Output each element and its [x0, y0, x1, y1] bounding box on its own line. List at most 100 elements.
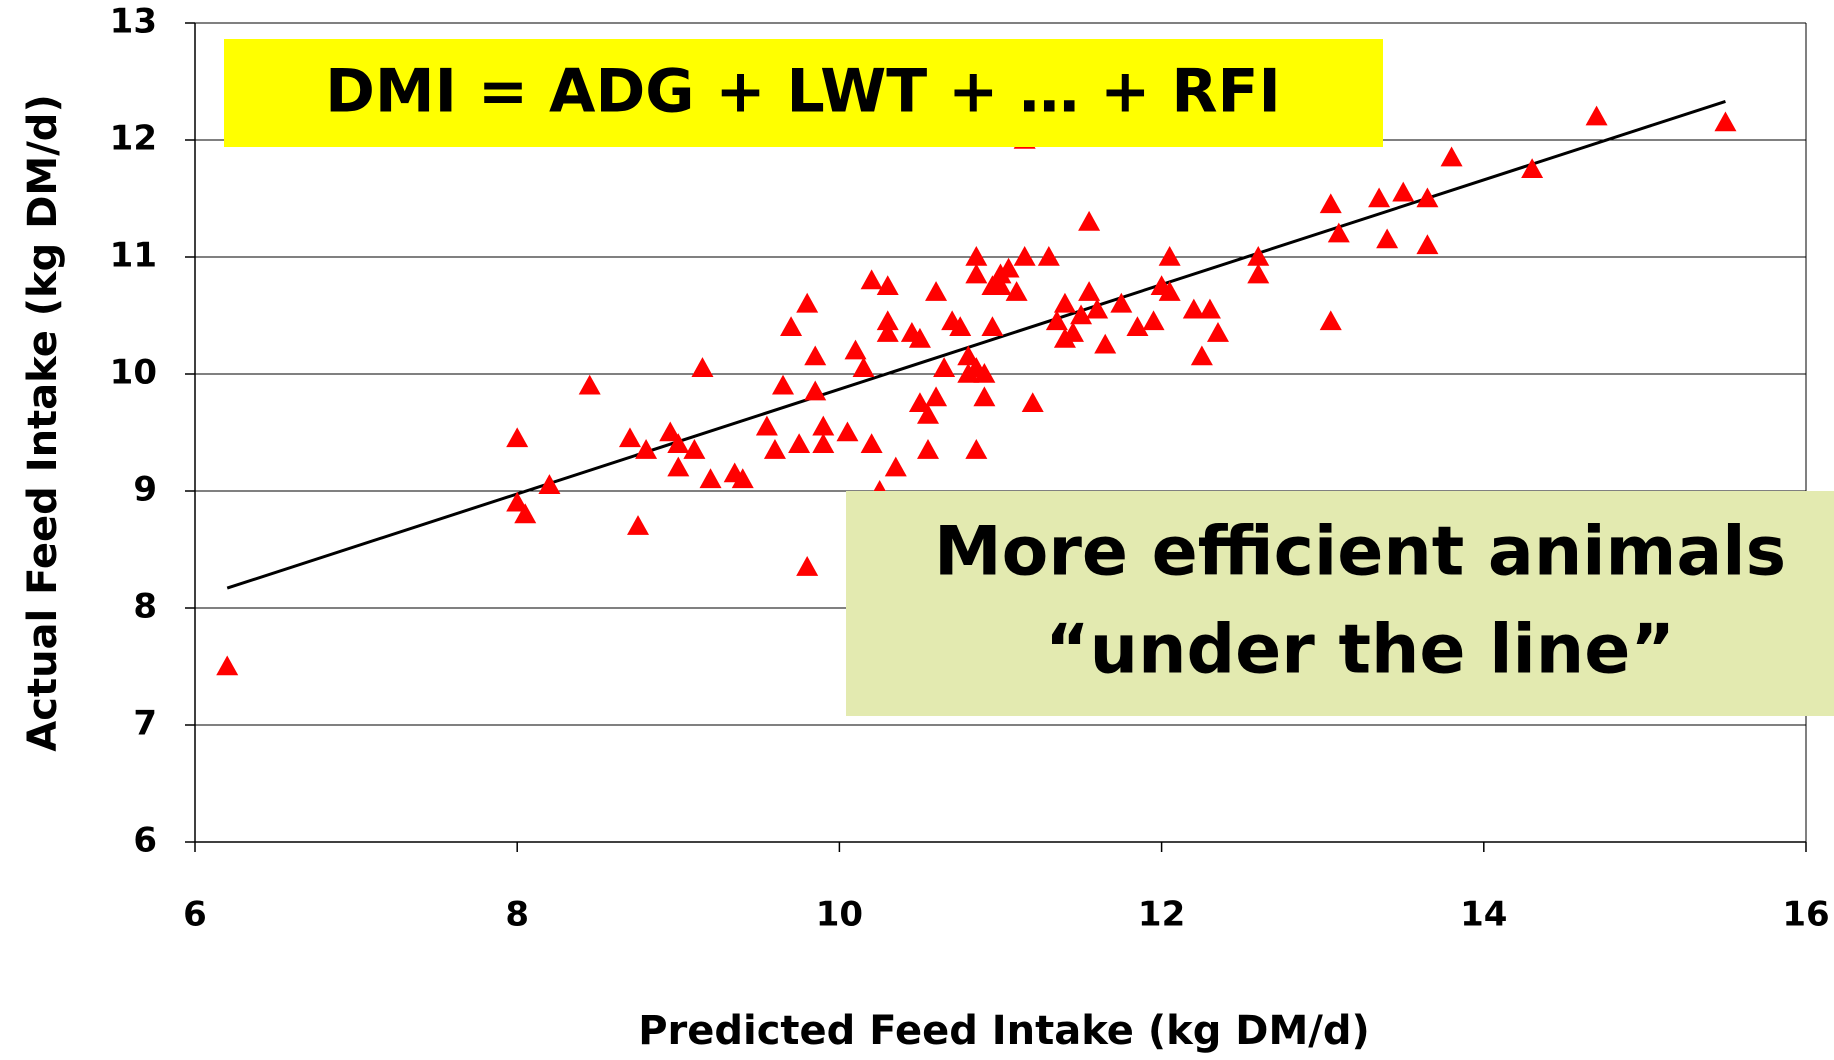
- annotation: “under the line”: [1045, 611, 1675, 690]
- data-point: [699, 468, 722, 489]
- trend-line: [226, 99, 1726, 590]
- data-point: [1521, 158, 1544, 179]
- data-point: [1392, 181, 1415, 202]
- data-point: [973, 363, 996, 383]
- y-tick-label: 8: [133, 587, 157, 627]
- data-point: [1714, 111, 1737, 132]
- data-point: [917, 439, 940, 459]
- data-point: [1368, 187, 1391, 208]
- data-point: [538, 474, 561, 494]
- data-point: [804, 345, 827, 366]
- data-point: [1078, 210, 1101, 231]
- data-point: [1013, 246, 1036, 266]
- data-point: [731, 468, 754, 489]
- data-point: [780, 316, 803, 336]
- data-point: [884, 456, 907, 477]
- data-point: [763, 439, 786, 459]
- data-point: [755, 415, 778, 436]
- data-point: [812, 433, 835, 453]
- data-point: [908, 327, 931, 348]
- data-point: [1021, 392, 1044, 413]
- data-point: [1005, 281, 1028, 301]
- y-axis-title: Actual Feed Intake (kg DM/d): [20, 94, 66, 751]
- data-point: [989, 275, 1012, 296]
- data-point: [659, 421, 682, 442]
- data-point: [973, 386, 996, 407]
- data-point: [1247, 263, 1270, 284]
- data-point: [796, 292, 819, 313]
- data-point: [216, 655, 239, 676]
- data-point: [1158, 246, 1181, 266]
- x-tick-label: 12: [1138, 895, 1185, 935]
- data-point: [1053, 292, 1076, 313]
- data-point: [1585, 105, 1608, 126]
- data-point: [1190, 345, 1213, 366]
- data-point: [876, 322, 899, 342]
- data-point: [1440, 146, 1463, 167]
- data-point: [1327, 222, 1350, 243]
- x-tick-label: 16: [1782, 895, 1829, 935]
- data-point: [667, 433, 690, 453]
- data-point: [1198, 298, 1221, 319]
- data-point: [1078, 281, 1101, 301]
- data-point: [812, 415, 835, 436]
- data-point: [772, 374, 795, 395]
- data-point: [796, 556, 819, 576]
- data-point: [860, 269, 883, 290]
- data-point: [917, 403, 940, 424]
- data-point: [860, 433, 883, 453]
- annotation: DMI = ADG + LWT + … + RFI: [325, 57, 1281, 127]
- data-point: [844, 339, 867, 360]
- data-point: [788, 433, 811, 453]
- data-point: [876, 310, 899, 331]
- annotation: More efficient animals: [934, 513, 1786, 592]
- data-point: [965, 246, 988, 266]
- data-point: [933, 357, 956, 377]
- y-tick-label: 10: [110, 353, 157, 393]
- data-point: [804, 380, 827, 401]
- data-point: [1319, 310, 1342, 331]
- data-point: [1247, 246, 1270, 266]
- data-point: [1376, 228, 1399, 249]
- annotation-box: [846, 491, 1834, 716]
- data-point: [1086, 298, 1109, 319]
- data-point: [635, 439, 658, 459]
- data-point: [852, 357, 875, 377]
- data-point: [691, 357, 714, 377]
- data-point: [1126, 316, 1149, 336]
- data-point: [908, 392, 931, 413]
- data-point: [627, 515, 650, 535]
- data-point: [925, 281, 948, 301]
- data-point: [1158, 281, 1181, 301]
- data-point: [1319, 193, 1342, 214]
- data-point: [506, 491, 529, 512]
- data-point: [997, 257, 1020, 278]
- y-tick-label: 11: [110, 236, 157, 276]
- x-tick-label: 10: [816, 895, 863, 935]
- x-tick-label: 8: [505, 895, 529, 935]
- data-point: [1094, 333, 1117, 354]
- data-point: [667, 456, 690, 477]
- x-tick-label: 14: [1460, 895, 1507, 935]
- data-point: [981, 316, 1004, 336]
- data-point: [506, 427, 529, 448]
- data-point: [683, 439, 706, 459]
- data-point: [514, 503, 537, 524]
- data-point: [949, 316, 972, 336]
- data-point: [1142, 310, 1165, 331]
- data-point: [1070, 304, 1093, 325]
- x-axis-title: Predicted Feed Intake (kg DM/d): [638, 1008, 1370, 1054]
- data-point: [1037, 246, 1060, 266]
- data-point: [1110, 292, 1133, 313]
- data-point: [1061, 322, 1084, 342]
- data-point: [965, 263, 988, 284]
- y-tick-label: 12: [110, 119, 157, 159]
- data-point: [1045, 310, 1068, 331]
- y-tick-label: 13: [110, 2, 157, 42]
- y-tick-label: 9: [133, 470, 157, 510]
- x-tick-label: 6: [183, 895, 207, 935]
- data-point: [1416, 234, 1439, 255]
- y-tick-label: 6: [133, 821, 157, 861]
- data-point: [965, 439, 988, 459]
